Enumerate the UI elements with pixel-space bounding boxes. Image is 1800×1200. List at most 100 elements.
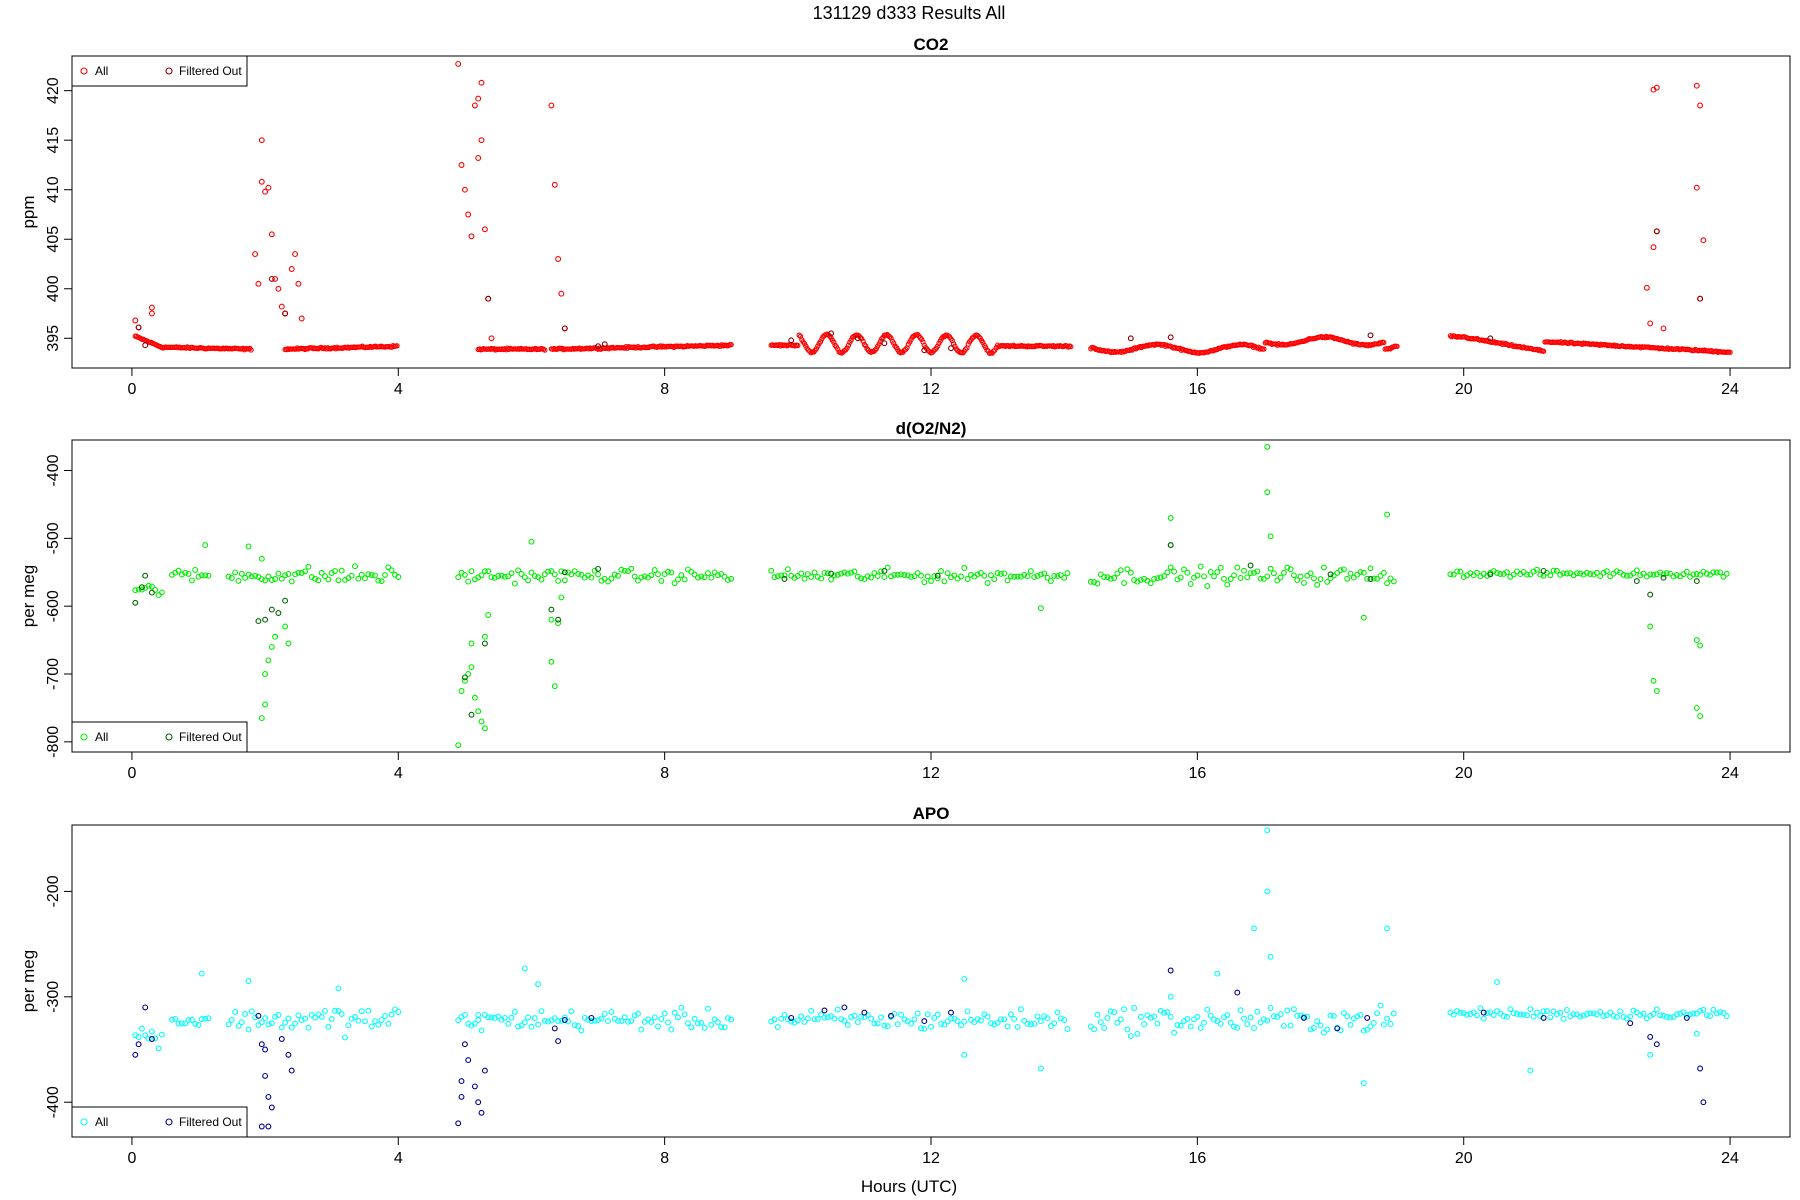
apo-all-point [352,1014,358,1020]
do2n2-filtered-point [1540,567,1547,574]
do2n2-all-point [538,576,545,583]
do2n2-all-point [228,575,235,581]
co2-all-point [1693,82,1700,89]
do2n2-y-tick-label: -600 [45,590,62,622]
co2-all-point [935,343,941,349]
apo-legend-box [71,1106,248,1138]
do2n2-all-point [1300,579,1307,586]
apo-all-point [684,1020,691,1027]
apo-all-point [535,981,542,988]
do2n2-all-point [1583,569,1590,576]
do2n2-all-point [198,572,205,579]
co2-filtered-point [595,343,602,350]
apo-all-point [1390,1010,1397,1017]
do2n2-all-point [481,568,488,575]
apo-all-point [1211,1016,1217,1023]
apo-all-point [568,1008,575,1015]
apo-all-point [944,1018,951,1025]
do2n2-all-point [1663,570,1670,577]
apo-all-point [1587,1010,1594,1017]
apo-all-point [335,1008,342,1014]
do2n2-all-point [225,573,232,580]
apo-all-point [1031,1020,1038,1027]
apo-all-point [961,1018,968,1025]
co2-all-point [468,233,475,240]
do2n2-all-point [771,574,778,581]
do2n2-all-point [455,574,462,581]
do2n2-all-point [1264,573,1271,580]
co2-filtered-point [135,324,142,331]
apo-all-point [615,1017,621,1024]
apo-filtered-point [258,1041,265,1048]
do2n2-all-point [481,725,488,732]
do2n2-all-point [192,566,199,573]
co2-all-point [1068,343,1074,350]
do2n2-all-point [475,708,482,715]
co2-x-tick-label: 20 [1455,381,1473,398]
co2-filtered-point [1167,334,1174,341]
do2n2-all-point [258,555,265,562]
do2n2-y-tick-label: -500 [45,522,62,554]
do2n2-legend-label-all: All [95,730,108,744]
co2-y-tick-label: 415 [45,127,62,154]
apo-all-point [1713,1010,1720,1017]
apo-all-point [275,1012,282,1018]
apo-all-point [1001,1016,1008,1023]
do2n2-all-point [382,572,388,578]
apo-y-tick-label: -300 [45,981,62,1013]
apo-all-point [478,1027,485,1034]
apo-all-point [824,1014,831,1021]
apo-all-point [1167,1013,1174,1020]
do2n2-all-point [1630,570,1637,577]
co2-x-tick-label: 8 [660,381,669,398]
apo-legend-marker-filtered [165,1118,173,1126]
co2-all-point [844,345,850,351]
do2n2-all-point [551,571,558,578]
do2n2-all-point [1227,576,1234,582]
do2n2-all-point [325,576,332,583]
apo-all-point [372,1018,378,1025]
do2n2-all-point [1673,572,1680,578]
apo-all-point [1370,1019,1377,1026]
do2n2-all-point [288,578,295,585]
apo-all-point [1051,1020,1058,1027]
apo-all-point [871,1020,878,1027]
apo-filtered-point [1647,1033,1654,1040]
do2n2-all-point [841,569,848,576]
apo-all-point [694,1020,701,1027]
do2n2-all-point [1204,583,1211,590]
co2-legend-label-all: All [95,64,108,78]
do2n2-all-point [578,571,585,578]
apo-all-point [858,1013,865,1020]
do2n2-all-point [132,587,139,594]
apo-all-point [555,1018,562,1025]
apo-all-point [1014,1023,1021,1030]
apo-all-point [368,1023,375,1030]
co2-y-tick-label: 405 [45,226,62,253]
co2-x-tick-label: 16 [1188,381,1206,398]
do2n2-all-point [648,572,655,579]
do2n2-all-point [768,567,775,574]
apo-all-point [854,1019,861,1026]
co2-all-point [891,340,897,346]
apo-all-point [1657,1012,1664,1019]
apo-all-point [558,1017,565,1024]
apo-all-point [1277,1011,1284,1018]
apo-all-point [268,1020,275,1027]
co2-all-point [879,336,885,342]
apo-filtered-point [142,1004,149,1011]
apo-all-point [1380,1021,1387,1028]
apo-x-tick-label: 8 [660,1150,669,1167]
do2n2-all-point [1007,573,1014,580]
do2n2-all-point [1244,574,1251,581]
do2n2-all-point [238,570,245,577]
apo-all-point [1347,1021,1354,1028]
do2n2-all-point [1314,581,1321,588]
apo-filtered-point [1683,1014,1690,1021]
do2n2-all-point [1184,569,1191,576]
co2-all-point [272,275,279,282]
do2n2-all-point [651,567,658,573]
apo-all-point [1234,1024,1241,1031]
do2n2-all-point [1573,570,1580,577]
